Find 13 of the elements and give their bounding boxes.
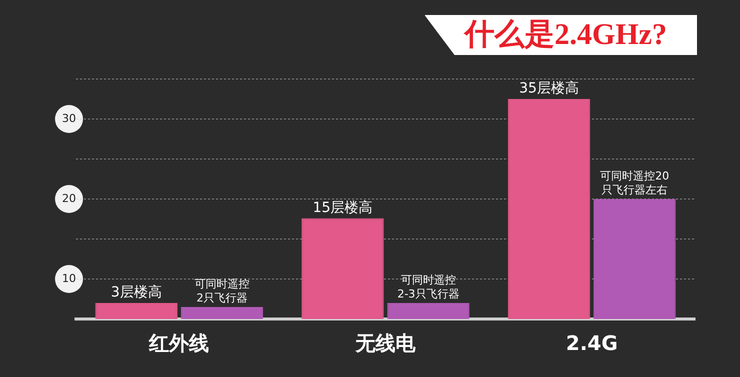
annotation: 35层楼高: [519, 80, 579, 97]
annotation: 3层楼高: [110, 284, 162, 301]
x-tick-label: 无线电: [354, 331, 416, 356]
annotation: 15层楼高: [312, 200, 373, 216]
x-tick-label: 2.4G: [566, 331, 618, 356]
annotation: 可同时遥控 2-3只飞行器: [397, 273, 460, 300]
annotation: 可同时遥控 2只飞行器: [194, 277, 250, 304]
annotation: 可同时遥控20 只飞行器左右: [600, 169, 670, 196]
y-tick-label: 30: [62, 112, 76, 125]
chart-title: 什么是2.4GHz?: [424, 15, 697, 55]
y-tick-label: 20: [62, 192, 76, 205]
y-tick-label: 10: [62, 272, 76, 285]
x-tick-label: 红外线: [148, 331, 210, 356]
